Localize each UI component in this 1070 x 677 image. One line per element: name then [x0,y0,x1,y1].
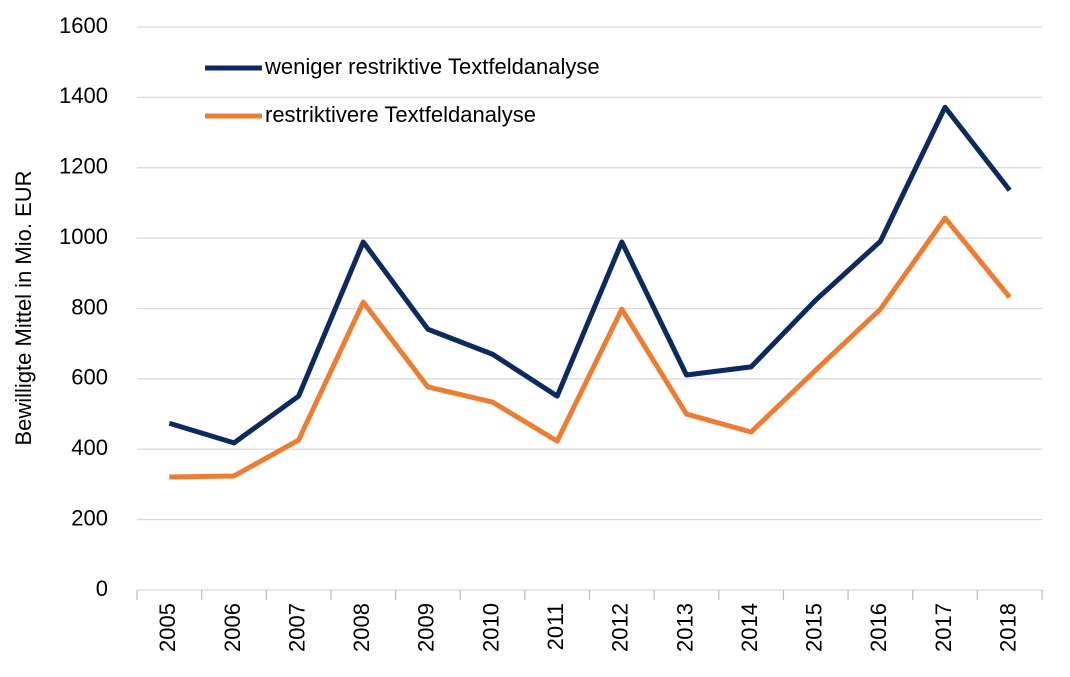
y-tick-label: 1400 [59,83,108,108]
x-tick-label: 2014 [737,603,762,652]
legend-label: weniger restriktive Textfeldanalyse [264,54,600,79]
y-tick-label: 1600 [59,13,108,38]
x-tick-label: 2013 [672,603,697,652]
x-tick-label: 2006 [220,603,245,652]
x-tick-label: 2007 [284,603,309,652]
x-tick-label: 2011 [543,603,568,650]
y-tick-label: 0 [96,576,108,601]
x-tick-label: 2018 [995,603,1020,652]
x-tick-label: 2008 [349,603,374,652]
x-tick-label: 2012 [608,603,633,652]
x-tick-label: 2015 [802,603,827,652]
y-tick-label: 600 [71,365,108,390]
line-series [168,104,1012,446]
x-tick-label: 2005 [155,603,180,652]
y-tick-label: 800 [71,294,108,319]
y-axis-label: Bewilligte Mittel in Mio. EUR [11,170,36,445]
x-tick-label: 2017 [931,603,956,652]
y-tick-label: 200 [71,505,108,530]
y-tick-label: 400 [71,435,108,460]
y-tick-label: 1000 [59,224,108,249]
line-series [169,215,1012,480]
y-tick-label: 1200 [59,154,108,179]
x-tick-label: 2009 [414,603,439,652]
x-tick-label: 2010 [478,603,503,652]
legend-label: restriktivere Textfeldanalyse [265,102,536,127]
x-tick-label: 2016 [866,603,891,652]
